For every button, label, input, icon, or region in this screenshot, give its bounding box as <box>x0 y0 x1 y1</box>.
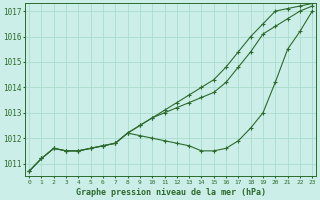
X-axis label: Graphe pression niveau de la mer (hPa): Graphe pression niveau de la mer (hPa) <box>76 188 266 197</box>
